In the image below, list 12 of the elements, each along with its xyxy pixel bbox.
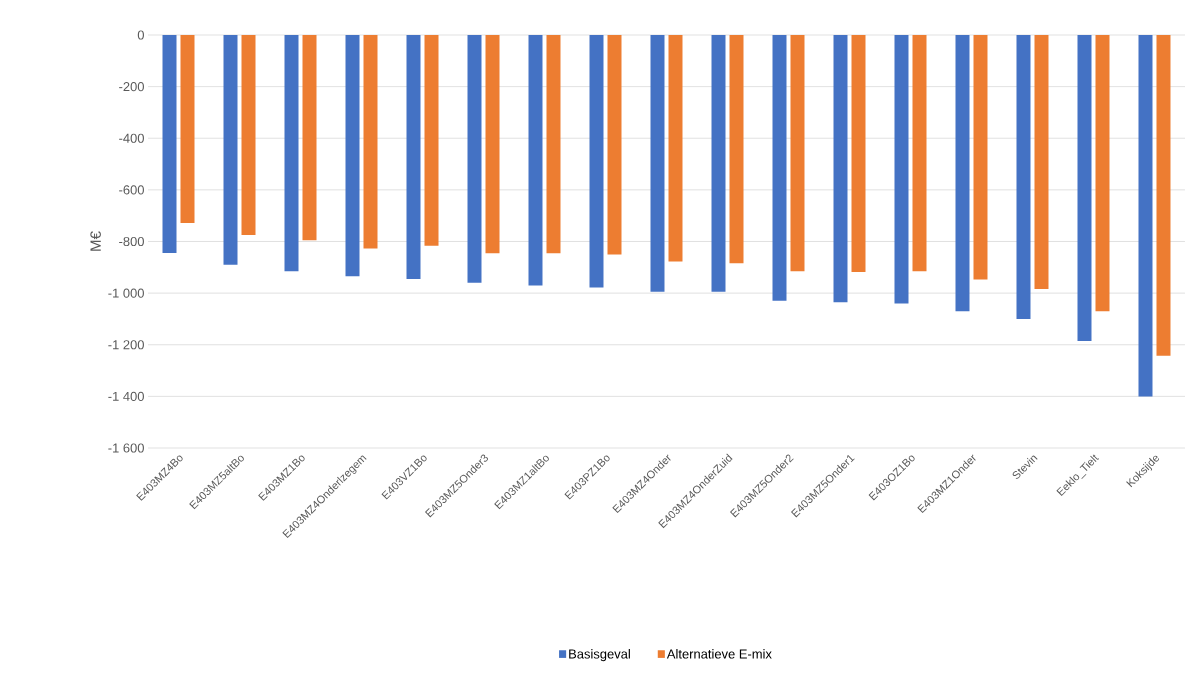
- y-tick-label: -1 400: [108, 391, 144, 401]
- y-axis-title: M€: [90, 231, 101, 251]
- y-tick-label: -200: [119, 82, 144, 92]
- y-tick-label: -1 200: [108, 340, 144, 350]
- y-tick-label: -600: [119, 185, 144, 195]
- y-tick-label: 0: [137, 30, 144, 40]
- y-tick-label: -1 600: [108, 443, 144, 453]
- legend-label: Alternatieve E-mix: [666, 649, 772, 659]
- y-tick-label: -400: [119, 133, 144, 143]
- y-tick-label: -800: [119, 236, 144, 247]
- legend-label: Basisgeval: [569, 649, 630, 662]
- y-tick-label: -1 000: [108, 288, 144, 298]
